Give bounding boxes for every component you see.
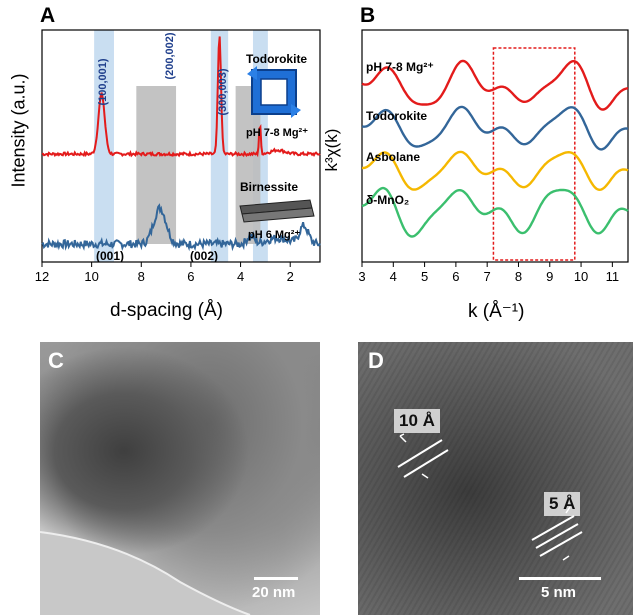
exafs-series-1: [361, 105, 628, 151]
exafs-series-0: [361, 59, 629, 111]
tem-image-d: [358, 342, 633, 615]
spacing-label-10a: 10 Å: [394, 409, 440, 433]
blue-band-1: [210, 30, 229, 262]
scalebar-c-text: 20 nm: [252, 584, 296, 601]
a-xtick-label-2: 8: [138, 269, 145, 284]
scalebar-c: [254, 577, 298, 580]
b-xtick-label-6: 9: [546, 269, 553, 284]
label-ph-high: pH 7-8 Mg²⁺: [246, 127, 309, 139]
b-xtick-label-2: 5: [421, 269, 428, 284]
scalebar-d: [519, 577, 601, 580]
blue-band-0: [94, 30, 114, 262]
b-xtick-label-7: 10: [574, 269, 588, 284]
b-xtick-label-4: 7: [484, 269, 491, 284]
b-xtick-label-8: 11: [606, 269, 620, 284]
birnessite-structure-icon: [239, 199, 315, 223]
panel-b-frame: [361, 29, 629, 263]
label-birnessite: Birnessite: [240, 180, 299, 194]
peak-label-001: (001): [96, 249, 125, 263]
a-xtick-label-3: 6: [187, 269, 194, 284]
series-ph-low: [41, 203, 321, 252]
b-xtick-label-0: 3: [358, 269, 365, 284]
panel-d-letter: D: [368, 348, 384, 373]
series-ph-high: [41, 36, 321, 158]
tem-image-c: [40, 342, 320, 615]
panel-b-label-asbolane: Asbolane: [366, 150, 421, 164]
panel-a-frame: [41, 29, 321, 263]
a-xtick-label-0: 12: [35, 269, 49, 284]
panel-b-label-ph: pH 7-8 Mg²⁺: [366, 60, 434, 74]
panel-a-letter: A: [40, 4, 56, 27]
exafs-series-3: [361, 186, 629, 238]
panel-b-letter: B: [360, 4, 376, 27]
a-xtick-label-4: 4: [237, 269, 244, 284]
label-ph-low: pH 6 Mg²⁺: [248, 229, 301, 241]
todorokite-structure-icon: [247, 66, 301, 118]
scalebar-d-text: 5 nm: [541, 584, 577, 601]
b-xtick-label-1: 4: [390, 269, 397, 284]
panel-c-letter: C: [48, 348, 64, 373]
spacing-label-5a: 5 Å: [544, 492, 581, 516]
label-todorokite: Todorokite: [246, 52, 308, 66]
panel-a-xlabel: d-spacing (Å): [110, 300, 223, 321]
b-xtick-label-5: 8: [515, 269, 522, 284]
exafs-series-2: [362, 150, 629, 192]
b-xtick-label-3: 6: [452, 269, 459, 284]
a-xtick-label-1: 10: [84, 269, 98, 284]
panel-b-label-todorokite: Todorokite: [366, 109, 428, 123]
panel-b-label-dmno2: δ-MnO₂: [366, 193, 410, 207]
panel-b-xlabel: k (Å⁻¹): [468, 301, 525, 322]
a-xtick-label-5: 2: [287, 269, 294, 284]
peak-label-002: (002): [190, 249, 219, 263]
